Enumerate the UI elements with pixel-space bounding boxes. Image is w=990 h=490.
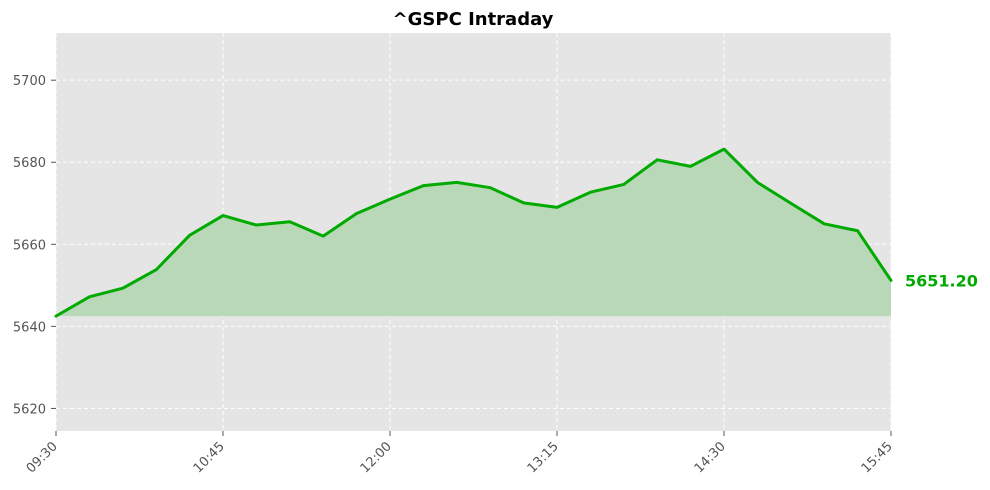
x-tick-label: 15:45 [859, 439, 896, 476]
chart-title: ^GSPC Intraday [393, 9, 554, 30]
y-tick-label: 5680 [13, 156, 46, 171]
x-tick-label: 14:30 [692, 439, 729, 476]
x-tick-label: 12:00 [358, 439, 395, 476]
price-line [54, 147, 893, 318]
x-tick-label: 13:15 [525, 439, 562, 476]
y-tick-label: 5640 [13, 320, 46, 335]
area-layer [56, 149, 891, 317]
y-tick-label: 5700 [13, 74, 46, 89]
y-tick-label: 5620 [13, 402, 46, 417]
x-tick-label: 10:45 [191, 439, 228, 476]
price-area-fill [56, 149, 891, 317]
x-tick-label: 09:30 [24, 439, 61, 476]
y-tick-label: 5660 [13, 238, 46, 253]
last-value-label: 5651.20 [905, 271, 978, 290]
line-layer [54, 147, 893, 318]
